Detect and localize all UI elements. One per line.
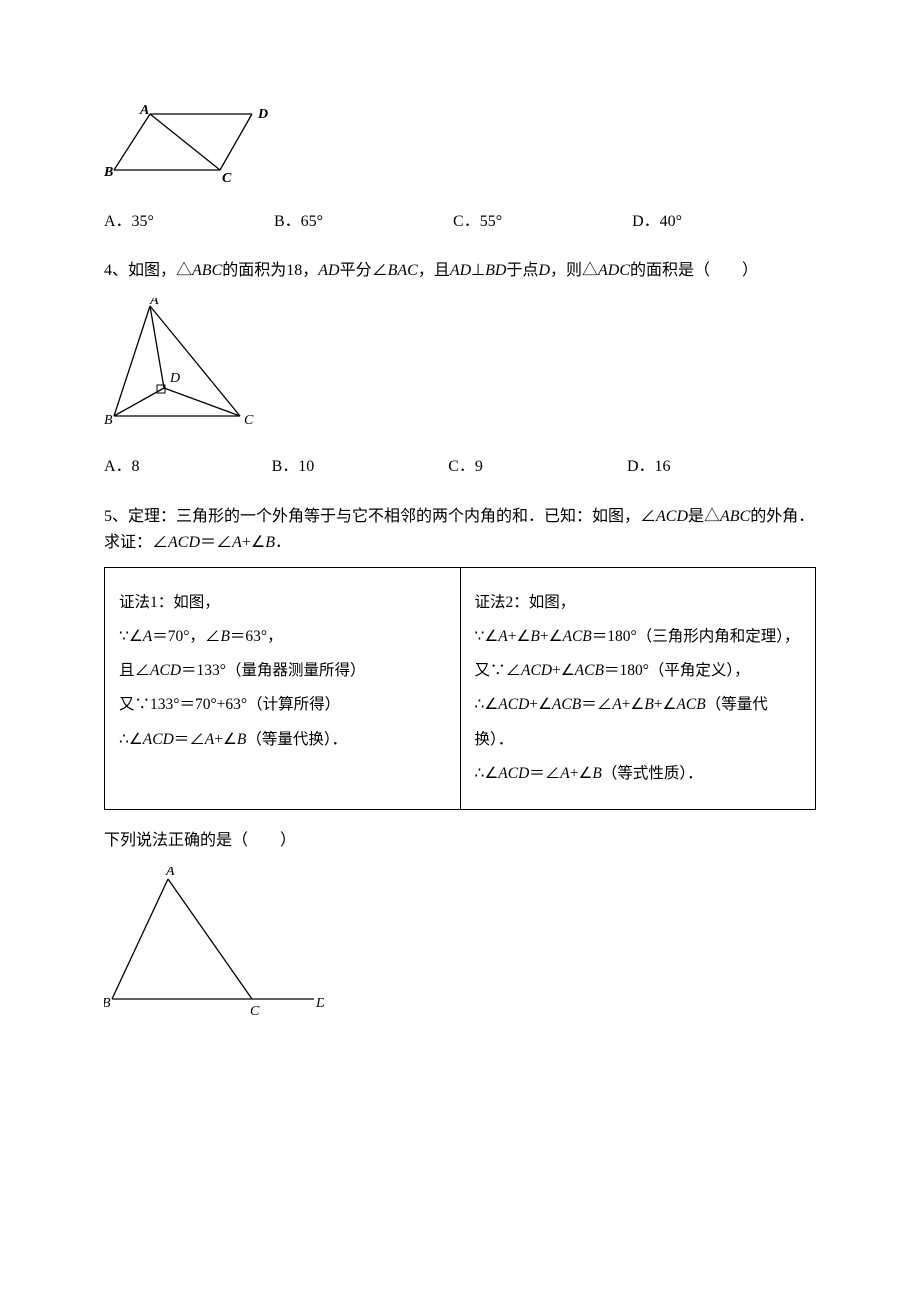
q4-figure-svg: A B C D bbox=[104, 298, 264, 428]
svg-text:B: B bbox=[104, 165, 113, 180]
q5-follow: 下列说法正确的是（ ） bbox=[104, 828, 816, 854]
q3-figure: A D B C bbox=[104, 104, 816, 191]
q3-option-d[interactable]: D．40° bbox=[632, 209, 682, 235]
q4-figure: A B C D bbox=[104, 298, 816, 437]
svg-text:D: D bbox=[257, 107, 268, 122]
exam-page: A D B C A．35° B．65° C．55° D．40° 4、如图，△ABC的面… bbox=[0, 0, 920, 1302]
q5-figure: A B C D bbox=[104, 867, 816, 1026]
q3-option-a[interactable]: A．35° bbox=[104, 209, 154, 235]
svg-text:D: D bbox=[169, 371, 180, 386]
svg-text:C: C bbox=[250, 1004, 260, 1017]
q3-figure-svg: A D B C bbox=[104, 104, 274, 182]
svg-text:A: A bbox=[165, 867, 175, 879]
svg-text:D: D bbox=[315, 996, 324, 1011]
q4-option-a[interactable]: A．8 bbox=[104, 454, 140, 480]
q4-option-c[interactable]: C．9 bbox=[448, 454, 483, 480]
q5-figure-svg: A B C D bbox=[104, 867, 324, 1017]
q4-option-d[interactable]: D．16 bbox=[627, 454, 671, 480]
q3-option-b[interactable]: B．65° bbox=[274, 209, 323, 235]
q5-proof2-cell: 证法2：如图，∵∠A+∠B+∠ACB＝180°（三角形内角和定理），又∵∠ACD… bbox=[460, 568, 816, 810]
q5-text: 5、定理：三角形的一个外角等于与它不相邻的两个内角的和．已知：如图，∠ACD是△… bbox=[104, 504, 816, 555]
q5-proof-table: 证法1：如图，∵∠A＝70°，∠B＝63°，且∠ACD＝133°（量角器测量所得… bbox=[104, 567, 816, 810]
svg-text:A: A bbox=[139, 104, 149, 118]
svg-text:B: B bbox=[104, 413, 113, 428]
q4-option-b[interactable]: B．10 bbox=[272, 454, 315, 480]
q3-options: A．35° B．65° C．55° D．40° bbox=[104, 209, 816, 235]
q4-options: A．8 B．10 C．9 D．16 bbox=[104, 454, 816, 480]
q5-proof1-cell: 证法1：如图，∵∠A＝70°，∠B＝63°，且∠ACD＝133°（量角器测量所得… bbox=[105, 568, 461, 810]
q3-option-c[interactable]: C．55° bbox=[453, 209, 502, 235]
svg-text:B: B bbox=[104, 996, 111, 1011]
svg-text:C: C bbox=[244, 413, 254, 428]
svg-text:C: C bbox=[222, 171, 232, 182]
svg-text:A: A bbox=[149, 298, 159, 308]
q4-text: 4、如图，△ABC的面积为18，AD平分∠BAC，且AD⊥BD于点D，则△ADC… bbox=[104, 258, 816, 284]
